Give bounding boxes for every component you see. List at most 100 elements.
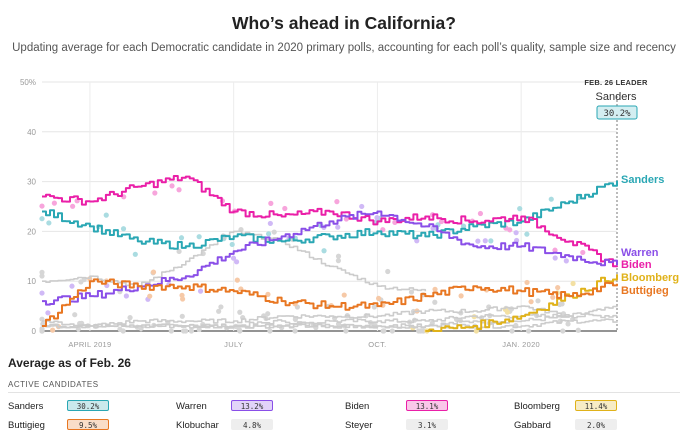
candidate-bloomberg: Bloomberg 11.4% <box>514 400 674 413</box>
poll-dot <box>39 269 45 275</box>
poll-dot <box>552 247 558 253</box>
poll-dot <box>176 187 182 193</box>
series-line-warren <box>42 210 618 306</box>
poll-dot <box>51 200 57 206</box>
poll-dot <box>69 283 75 289</box>
poll-dot <box>168 328 174 334</box>
poll-dot <box>117 326 123 332</box>
candidate-average: 4.8% <box>231 419 273 430</box>
poll-dot <box>233 259 240 265</box>
poll-dot <box>197 288 204 294</box>
poll-dot <box>39 273 45 279</box>
series-line-yang <box>42 305 570 329</box>
poll-dot <box>103 212 109 218</box>
leader-callout: FEB. 26 LEADER Sanders 30.2% <box>584 78 648 120</box>
poll-dot <box>389 328 395 334</box>
poll-dot <box>535 298 541 304</box>
poll-dot <box>477 210 484 217</box>
leader-value: 30.2% <box>603 109 631 119</box>
poll-dot <box>132 251 138 257</box>
end-label-bloomberg: Bloomberg <box>621 272 679 284</box>
poll-dot <box>438 218 445 225</box>
poll-dot <box>488 238 494 244</box>
candidate-gabbard: Gabbard 2.0% <box>514 419 674 432</box>
poll-dot <box>524 231 530 237</box>
poll-dot <box>381 328 387 334</box>
poll-dot <box>432 286 438 292</box>
series-line-gabbard <box>42 318 618 329</box>
poll-dot <box>563 258 569 264</box>
series-line-bloomberg <box>425 274 618 332</box>
poll-dot <box>526 328 532 334</box>
poll-dot <box>234 277 240 283</box>
candidate-name: Steyer <box>345 420 373 431</box>
poll-dot <box>70 203 76 209</box>
poll-dot <box>169 183 175 189</box>
summary-divider <box>8 392 680 393</box>
poll-dot <box>359 203 365 210</box>
poll-dot <box>230 255 237 261</box>
candidate-average: 2.0% <box>575 419 617 430</box>
candidate-average: 11.4% <box>575 400 617 411</box>
poll-dot <box>123 293 129 299</box>
poll-dot <box>176 248 182 255</box>
poll-dot <box>343 328 349 334</box>
poll-dot <box>392 219 398 225</box>
poll-dot <box>509 328 515 334</box>
poll-dot <box>559 301 565 307</box>
poll-dot <box>482 238 488 244</box>
summary-heading: Average as of Feb. 26 <box>8 356 131 370</box>
poll-dot <box>120 226 127 232</box>
poll-dot <box>45 310 51 316</box>
x-tick-label: OCT. <box>368 340 386 349</box>
candidate-name: Biden <box>345 401 370 412</box>
poll-dot <box>267 328 273 334</box>
poll-dot <box>528 299 534 305</box>
candidate-warren: Warren 13.2% <box>176 400 336 413</box>
series-line-sanders <box>42 180 618 250</box>
poll-dot <box>321 248 327 254</box>
poll-dot <box>560 328 566 334</box>
candidate-name: Sanders <box>8 401 44 412</box>
candidate-buttigieg: Buttigieg 9.5% <box>8 419 168 432</box>
poll-dot <box>524 279 530 286</box>
end-label-biden: Biden <box>621 259 652 271</box>
poll-dot <box>376 295 382 302</box>
candidate-biden: Biden 13.1% <box>345 400 505 413</box>
poll-dot <box>39 216 45 222</box>
series-line-buttigieg <box>42 278 618 327</box>
y-tick-label: 0 <box>32 327 37 336</box>
poll-dot <box>196 326 202 333</box>
poll-dot <box>150 269 157 275</box>
poll-dot <box>282 205 288 212</box>
y-tick-label: 30 <box>27 178 36 187</box>
poll-dot <box>385 268 391 275</box>
poll-dot <box>334 199 340 205</box>
poll-dot <box>418 328 424 334</box>
poll-dot <box>414 238 420 244</box>
poll-dot <box>147 293 153 299</box>
poll-dot <box>552 255 558 261</box>
poll-average-chart: 0 10 20 30 40 50% APRIL 2019 JULY OCT. JAN. 2020 S… <box>20 78 679 349</box>
leader-name: Sanders <box>596 91 637 103</box>
poll-dot <box>432 299 438 305</box>
end-label-sanders: Sanders <box>621 174 664 186</box>
poll-dot <box>196 234 202 240</box>
poll-dot <box>335 224 341 230</box>
poll-dot <box>548 196 554 202</box>
poll-dot <box>179 313 185 319</box>
poll-dot <box>265 291 271 297</box>
poll-dot <box>46 220 52 226</box>
y-tick-label: 50% <box>20 78 36 87</box>
poll-dot <box>475 238 481 244</box>
candidate-steyer: Steyer 3.1% <box>345 419 505 432</box>
poll-dot <box>178 235 185 241</box>
poll-dot <box>570 280 576 287</box>
series-lines <box>42 175 618 332</box>
poll-dot <box>180 296 186 302</box>
poll-dot <box>292 316 298 322</box>
leader-caption: FEB. 26 LEADER <box>584 78 648 87</box>
poll-dot <box>237 309 243 315</box>
grid <box>42 81 618 332</box>
active-candidates-label: ACTIVE CANDIDATES <box>8 380 99 389</box>
